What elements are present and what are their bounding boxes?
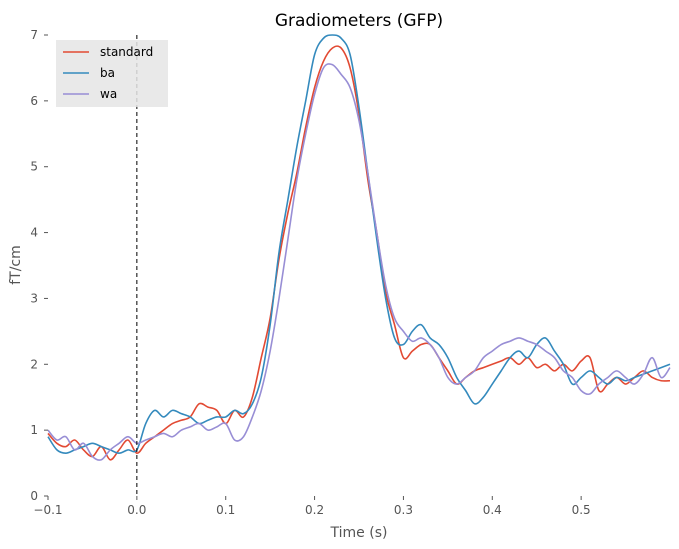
y-tick-label: 5 <box>30 160 38 174</box>
legend-label-standard: standard <box>100 45 153 59</box>
y-tick-label: 6 <box>30 94 38 108</box>
y-tick-label: 4 <box>30 226 38 240</box>
x-tick-label: 0.5 <box>572 503 591 517</box>
chart-title: Gradiometers (GFP) <box>275 11 443 31</box>
y-tick-label: 1 <box>30 423 38 437</box>
x-tick-label: 0.4 <box>483 503 502 517</box>
x-tick-label: 0.1 <box>216 503 235 517</box>
x-axis-label: Time (s) <box>330 525 388 541</box>
legend-label-wa: wa <box>100 87 117 101</box>
x-tick-label: −0.1 <box>33 503 62 517</box>
series-line-ba <box>47 34 671 454</box>
plot-lines <box>47 34 671 461</box>
y-tick-label: 3 <box>30 291 38 305</box>
y-axis-label: fT/cm <box>8 245 24 285</box>
x-tick-label: 0.3 <box>394 503 413 517</box>
x-axis-ticks: −0.1 0.0 0.1 0.2 0.3 0.4 0.5 <box>33 496 591 517</box>
legend-label-ba: ba <box>100 66 115 80</box>
y-tick-label: 2 <box>30 357 38 371</box>
x-tick-label: 0.2 <box>305 503 324 517</box>
y-tick-label: 0 <box>30 489 38 503</box>
x-tick-label: 0.0 <box>127 503 146 517</box>
legend: standard ba wa <box>56 40 168 107</box>
y-tick-label: 7 <box>30 28 38 42</box>
y-axis-ticks: 0 1 2 3 4 5 6 7 <box>30 28 48 503</box>
series-line-wa <box>47 63 671 461</box>
